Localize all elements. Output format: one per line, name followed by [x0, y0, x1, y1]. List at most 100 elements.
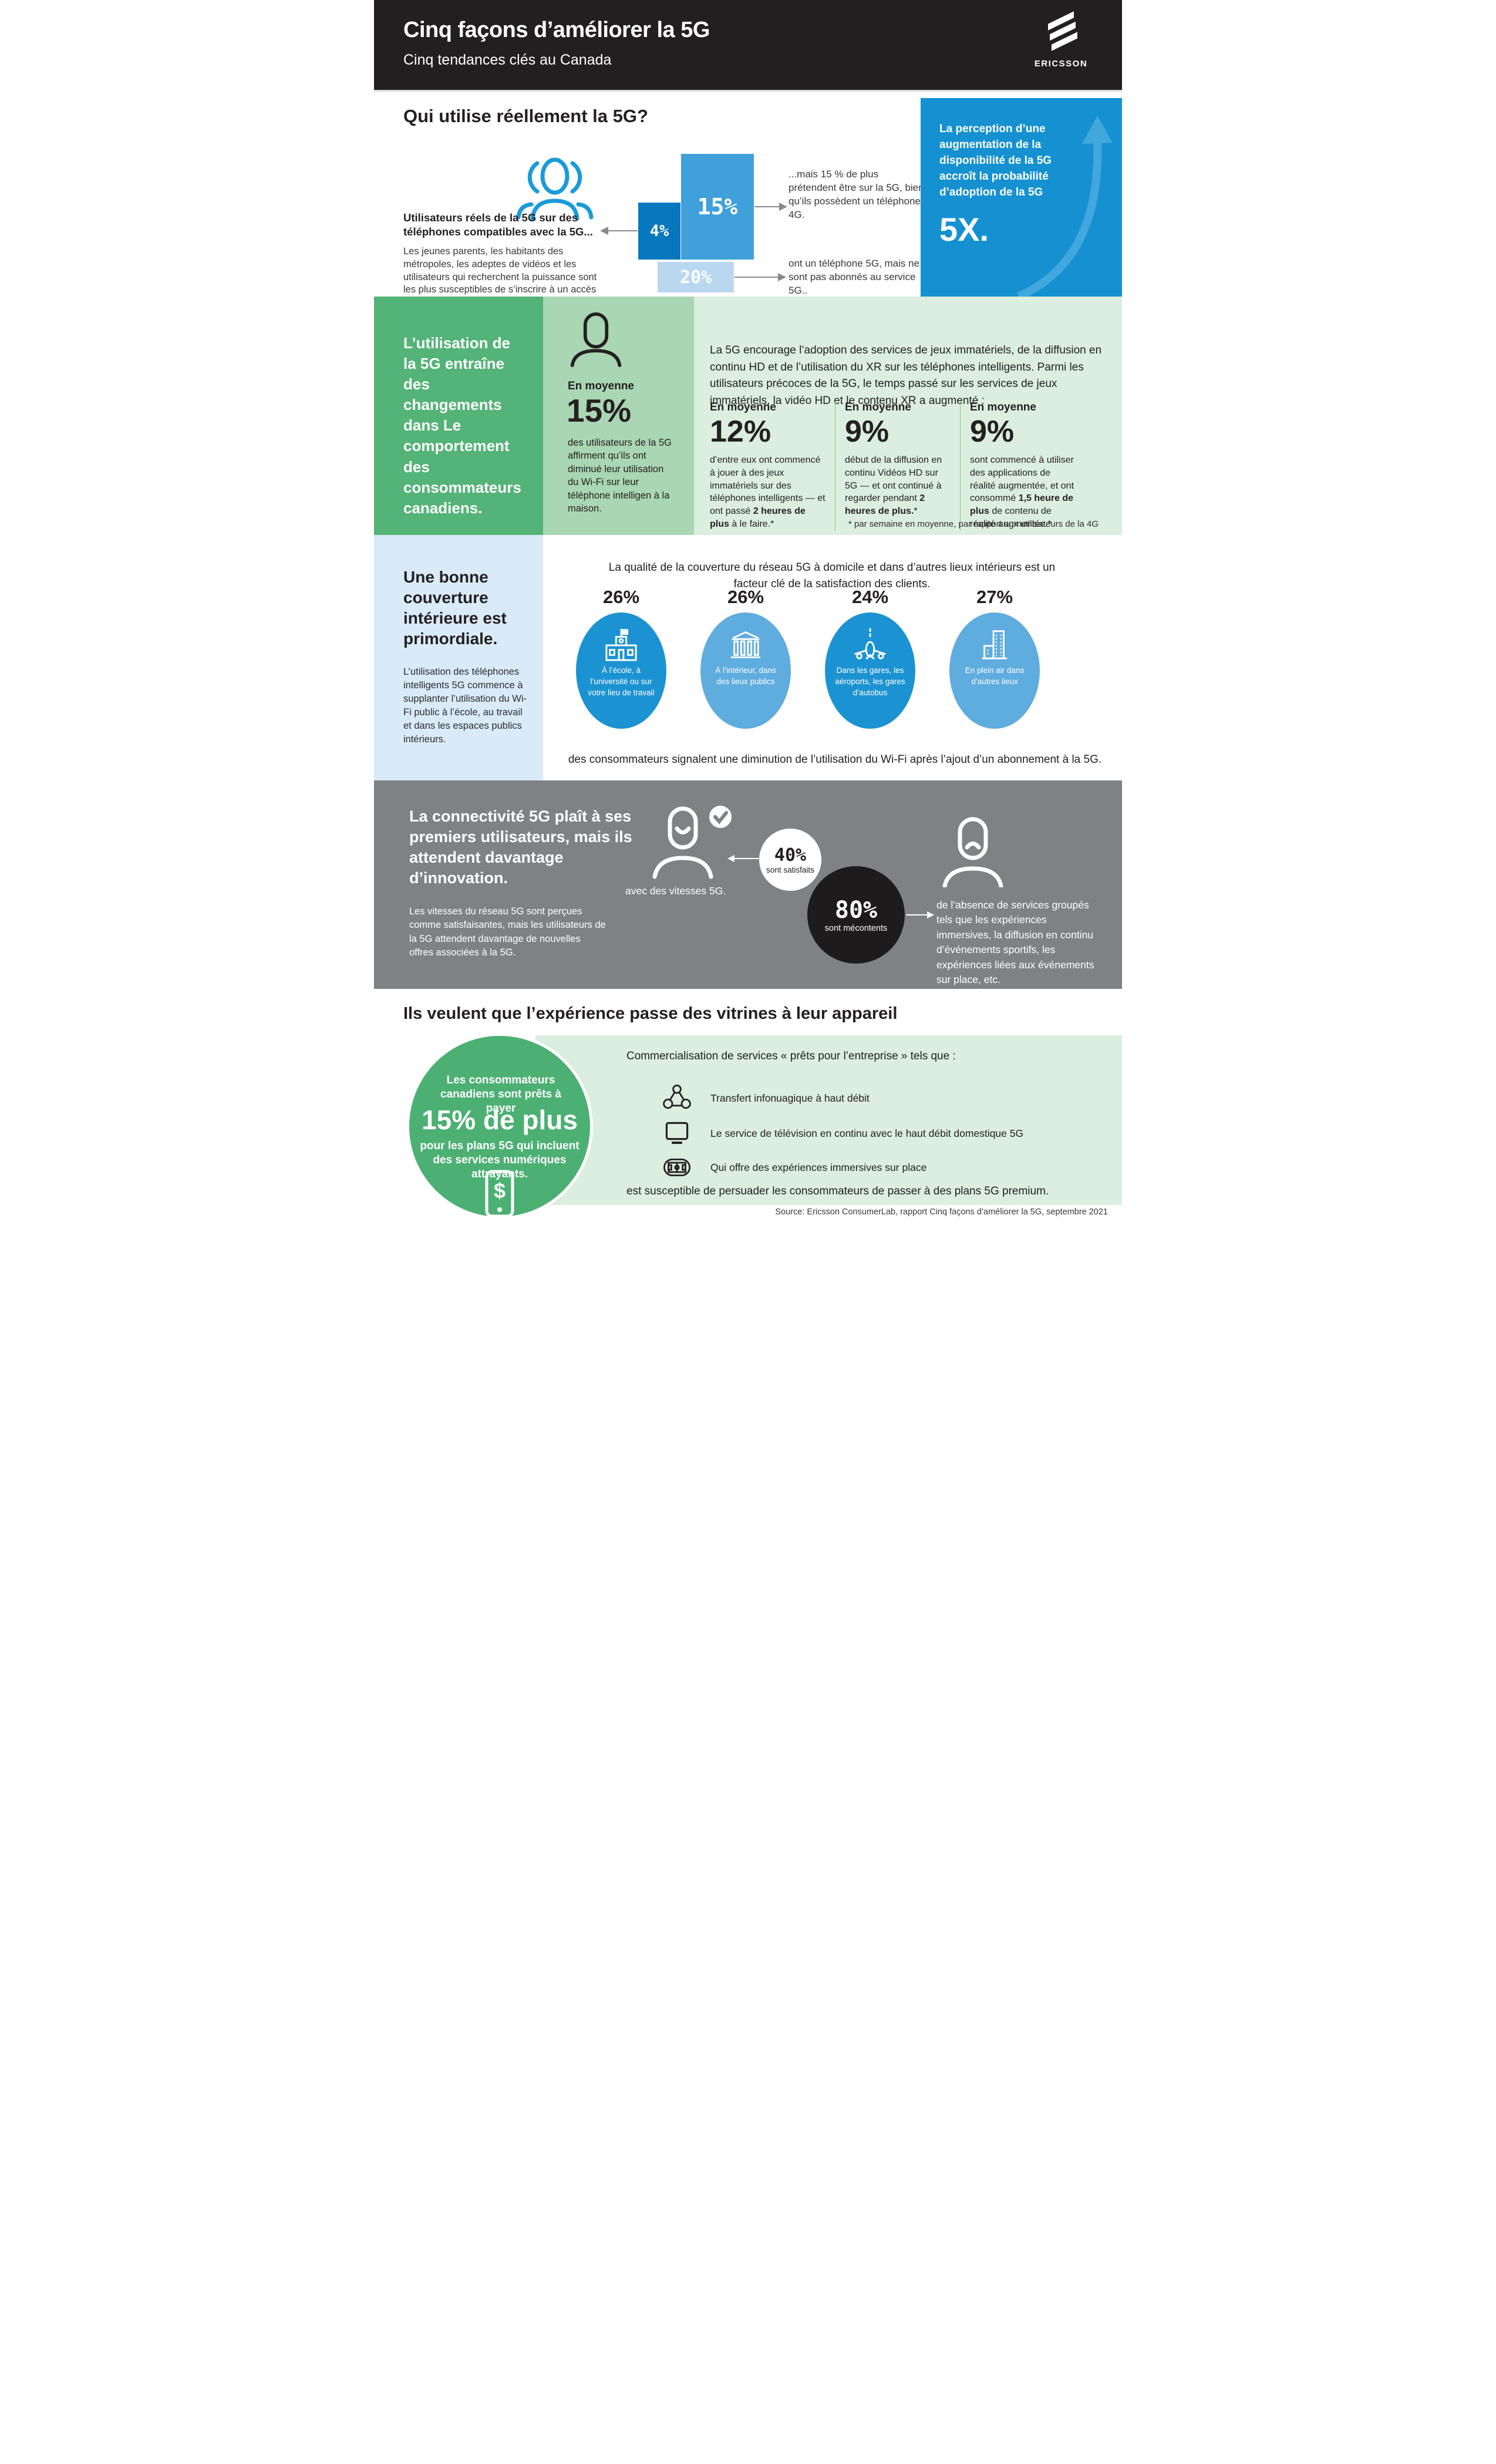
- satisfied-label: sont satisfaits: [766, 866, 814, 874]
- s5-intro: Commercialisation de services « prêts po…: [626, 1050, 956, 1062]
- coverage-circle: À l’intérieur, dans des lieux publics: [700, 612, 791, 729]
- growth-arrow-icon: [1017, 116, 1113, 297]
- section-innovation-expectations: La connectivité 5G plaît à ses premiers …: [374, 780, 1122, 989]
- s3-intro: La qualité de la couverture du réseau 5G…: [608, 561, 1056, 590]
- school-icon: [605, 628, 637, 661]
- satisfied-circle: 40% sont satisfaits: [759, 829, 821, 891]
- coverage-stat-school: 26% À l’école, à l’université ou sur vot…: [576, 587, 666, 729]
- stadium-icon: [663, 1159, 690, 1176]
- cloud-network-icon: [663, 1085, 691, 1109]
- arrow-right-icon: [754, 203, 787, 211]
- coverage-label: À l’école, à l’université ou sur votre l…: [588, 666, 655, 697]
- s3-bottom-text: des consommateurs signalent une diminuti…: [568, 753, 1102, 766]
- stat-column: En moyenne 9% sont commencé à utiliser d…: [960, 401, 1085, 531]
- person-icon: [570, 312, 622, 368]
- stat-15-value: 15%: [567, 392, 632, 429]
- coverage-label: En plein air dans d’autres lieux: [965, 666, 1025, 686]
- ericsson-wordmark: ERICSSON: [1034, 59, 1088, 69]
- pct-label: 27%: [976, 587, 1013, 607]
- coverage-label: À l’intérieur, dans des lieux publics: [715, 666, 776, 686]
- s2-intro: La 5G encourage l’adoption des services …: [710, 344, 1102, 407]
- section-experience-device: Ils veulent que l’expérience passe des v…: [374, 989, 1122, 1232]
- arrow-right-icon: [906, 911, 934, 918]
- people-group-icon: [516, 157, 594, 221]
- airplane-icon: [854, 628, 886, 659]
- tv-icon: [665, 1122, 689, 1144]
- bar-15-percent: 15%: [681, 154, 754, 260]
- coverage-stat-transport: 24% Dans les gares, les aéroports, les g…: [825, 587, 915, 729]
- arrow-left-icon: [600, 227, 638, 235]
- pct-label: 26%: [727, 587, 764, 607]
- stat-column: En moyenne 12% d’entre eux ont commencé …: [710, 401, 835, 531]
- page-title: Cinq façons d’améliorer la 5G: [403, 18, 710, 42]
- stat-column: En moyenne 9% début de la diffusion en c…: [835, 401, 960, 531]
- five-x-value: 5X.: [939, 210, 989, 248]
- stat-9b-value: 9%: [970, 415, 1015, 449]
- perception-panel: La perception d’une augmentation de la d…: [921, 98, 1122, 297]
- dissatisfied-circle: 80% sont mécontents: [807, 866, 905, 964]
- city-buildings-icon: [982, 630, 1008, 659]
- perception-text: La perception d’une augmentation de la d…: [939, 123, 1052, 198]
- s4-right-paragraph: de l’absence de services groupés tels qu…: [936, 899, 1094, 985]
- coverage-stat-outdoor: 27% En plein air dans d’autres lieu: [949, 587, 1040, 729]
- s1-heading: Qui utilise réellement la 5G?: [403, 106, 648, 126]
- s1-right-claim-text: ...mais 15 % de plus prétendent être sur…: [789, 169, 924, 220]
- service-item-text: Transfert infonuagique à haut débit: [710, 1092, 870, 1104]
- stat-9a-desc: début de la diffusion en continu Vidéos …: [845, 455, 942, 516]
- avg-label: En moyenne: [710, 401, 776, 413]
- pct-label: 26%: [602, 587, 640, 607]
- pay-more-line1: Les consommateurs canadiens sont prêts à…: [440, 1074, 561, 1115]
- avg-label: En moyenne: [970, 401, 1036, 413]
- pay-more-value: 15% de plus: [422, 1105, 578, 1135]
- s3-heading: Une bonne couverture intérieure est prim…: [403, 568, 507, 648]
- s1-right-phone-text: ont un téléphone 5G, mais ne sont pas ab…: [789, 258, 920, 296]
- speeds-label: avec des vitesses 5G.: [625, 885, 726, 897]
- dissatisfied-label: sont mécontents: [824, 924, 888, 933]
- section-who-uses-5g: Qui utilise réellement la 5G? Utilisateu…: [374, 92, 1122, 308]
- s5-heading: Ils veulent que l’expérience passe des v…: [403, 1004, 898, 1023]
- happy-person-check-icon: [652, 806, 732, 879]
- s2-stat-columns: En moyenne 12% d’entre eux ont commencé …: [710, 401, 1102, 531]
- stat-9a-value: 9%: [845, 415, 889, 449]
- service-item-text: Le service de télévision en continu avec…: [710, 1127, 1024, 1139]
- s5-outro: est susceptible de persuader les consomm…: [626, 1185, 1049, 1197]
- stat-12-desc: d’entre eux ont commencé à jouer à des j…: [710, 455, 826, 529]
- coverage-circle: À l’école, à l’université ou sur votre l…: [576, 612, 666, 729]
- source-line: Source: Ericsson ConsumerLab, rapport Ci…: [775, 1207, 1108, 1217]
- s4-heading: La connectivité 5G plaît à ses premiers …: [409, 807, 632, 887]
- s4-paragraph: Les vitesses du réseau 5G sont perçues c…: [409, 906, 606, 958]
- arrow-right-icon: [734, 273, 786, 281]
- pct-label: 24%: [851, 587, 889, 607]
- stat-12-value: 12%: [710, 415, 771, 449]
- avg-label: En moyenne: [568, 380, 634, 392]
- phone-dollar-icon: $: [485, 1170, 514, 1218]
- coverage-label: Dans les gares, les aéroports, les gares…: [835, 666, 905, 697]
- header: Cinq façons d’améliorer la 5G Cinq tenda…: [374, 0, 1122, 92]
- avg-label: En moyenne: [845, 401, 911, 413]
- s2-green-panel: L’utilisation de la 5G entraîne des chan…: [374, 297, 543, 535]
- s2-heading: L’utilisation de la 5G entraîne des chan…: [403, 334, 521, 517]
- stat-15-desc: des utilisateurs de la 5G affirment qu’i…: [568, 437, 672, 514]
- s5-mint-panel: [535, 1035, 1122, 1205]
- s2-stat-panel: En moyenne 15% des utilisateurs de la 5G…: [543, 297, 694, 535]
- pay-more-circle: Les consommateurs canadiens sont prêts à…: [406, 1033, 593, 1220]
- svg-text:$: $: [494, 1179, 506, 1203]
- s3-blue-panel: Une bonne couverture intérieure est prim…: [374, 535, 543, 780]
- service-item-text: Qui offre des expériences immersives sur…: [710, 1162, 927, 1173]
- ericsson-bars-icon: [1048, 11, 1077, 51]
- section-behaviour-change: L’utilisation de la 5G entraîne des chan…: [374, 297, 1122, 535]
- coverage-stat-public: 26% À l’intérieur, dans des lieux public…: [700, 587, 791, 729]
- footnote: * par semaine en moyenne, par rapport au…: [848, 519, 1099, 529]
- arrow-left-icon: [727, 855, 762, 862]
- dissatisfied-pct: 80%: [834, 897, 878, 924]
- coverage-circle: Dans les gares, les aéroports, les gares…: [825, 612, 915, 729]
- s1-left-statement: Utilisateurs réels de la 5G sur des télé…: [403, 211, 593, 238]
- bar-4-percent: 4%: [638, 203, 680, 260]
- bar-20-percent: 20%: [658, 262, 734, 292]
- s3-paragraph: L’utilisation des téléphones intelligent…: [403, 667, 527, 745]
- stat-9b-desc: sont commencé à utiliser des application…: [970, 455, 1074, 529]
- ericsson-logo: ERICSSON: [1026, 11, 1096, 69]
- infographic-page: Cinq façons d’améliorer la 5G Cinq tenda…: [374, 0, 1122, 1232]
- coverage-circle: En plein air dans d’autres lieux: [949, 612, 1040, 729]
- section-indoor-coverage: Une bonne couverture intérieure est prim…: [374, 535, 1122, 780]
